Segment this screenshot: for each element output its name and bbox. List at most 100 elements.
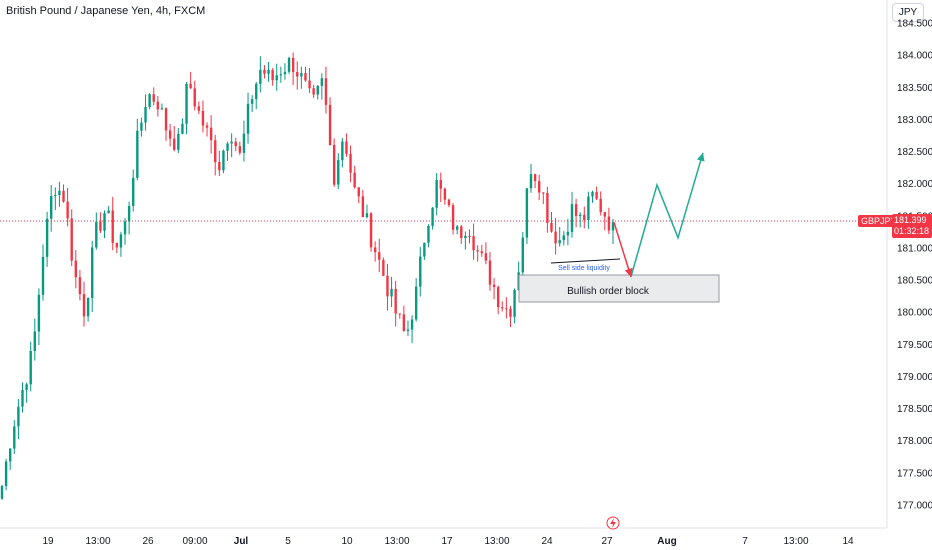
candle-body — [177, 133, 180, 150]
currency-button[interactable]: JPY — [892, 3, 924, 22]
candle — [218, 150, 221, 177]
candle-body — [4, 461, 8, 486]
candle-body — [562, 235, 565, 241]
candle — [410, 315, 414, 343]
candle-body — [205, 125, 209, 128]
candle-body — [509, 308, 512, 317]
candle — [25, 382, 28, 403]
candle — [78, 270, 82, 301]
candle — [222, 149, 225, 174]
candle — [332, 138, 336, 187]
candle — [17, 399, 20, 440]
candle-body — [287, 57, 291, 72]
candle-body — [451, 205, 455, 230]
candle-body — [361, 196, 365, 218]
candle-body — [259, 69, 262, 84]
candle — [529, 163, 533, 193]
candle-body — [521, 237, 524, 273]
candle — [345, 133, 348, 157]
candle — [480, 244, 483, 257]
candle-body — [296, 72, 299, 77]
y-tick-label: 180.500 — [897, 276, 932, 287]
candle — [611, 218, 615, 244]
candle — [148, 93, 151, 110]
candle — [373, 241, 377, 262]
candle — [386, 263, 389, 311]
rally-projection — [630, 152, 704, 278]
y-tick-label: 182.500 — [897, 147, 932, 158]
candle — [382, 257, 385, 276]
candle — [255, 81, 258, 110]
candle-body — [390, 288, 393, 297]
candle-body — [525, 188, 529, 238]
candle — [402, 305, 406, 332]
candle — [54, 187, 57, 211]
candle-body — [558, 240, 561, 244]
candle-body — [455, 226, 459, 230]
candle-body — [29, 351, 32, 385]
candle — [91, 240, 94, 312]
candle — [201, 100, 205, 133]
candle — [226, 141, 229, 161]
candle-body — [537, 181, 541, 193]
candle — [214, 134, 217, 176]
candle-body — [402, 314, 406, 331]
candle-body — [382, 259, 385, 276]
candle-body — [136, 130, 139, 178]
bar-countdown: 01:32:18 — [894, 226, 930, 236]
candle-body — [373, 247, 377, 253]
candle — [455, 224, 459, 235]
candle — [603, 212, 606, 231]
candle — [488, 251, 492, 291]
candle-body — [406, 329, 410, 331]
candle — [246, 92, 250, 144]
lightning-icon[interactable] — [606, 516, 620, 530]
candle — [595, 186, 598, 201]
candle-body — [50, 196, 53, 219]
candle-body — [439, 180, 442, 189]
candle-body — [234, 141, 237, 147]
candle-body — [37, 294, 41, 332]
candle-body — [578, 214, 582, 217]
candle — [132, 169, 135, 212]
candle — [291, 52, 295, 86]
candle-body — [550, 222, 553, 232]
candle — [164, 107, 168, 141]
candle — [328, 97, 332, 146]
candle-body — [156, 101, 160, 110]
candle-body — [492, 284, 496, 288]
candle-body — [496, 287, 500, 308]
candle-body — [279, 74, 283, 76]
candle — [468, 229, 471, 244]
candle-body — [242, 133, 246, 153]
last-price-box: 181.399 01:32:18 — [892, 214, 932, 238]
candle-body — [386, 275, 389, 297]
candle-body — [332, 144, 336, 185]
candle-body — [357, 187, 360, 197]
candle-body — [447, 199, 451, 206]
candle-body — [271, 69, 274, 81]
candle — [501, 301, 504, 312]
y-tick-label: 183.000 — [897, 115, 932, 126]
candle-body — [324, 78, 328, 105]
candle — [542, 192, 545, 205]
candle — [513, 288, 516, 324]
candle-body — [275, 75, 278, 81]
candle — [587, 191, 590, 229]
candle — [185, 82, 188, 135]
candle — [275, 63, 278, 91]
candle-body — [209, 127, 213, 141]
candle-body — [230, 141, 233, 144]
candle — [353, 165, 356, 189]
candle-body — [45, 218, 49, 257]
candle-body — [246, 103, 250, 134]
candle — [492, 278, 496, 300]
candle-body — [95, 221, 98, 248]
candle — [484, 242, 488, 265]
candle — [525, 188, 529, 244]
candle-body — [607, 216, 611, 231]
candle-body — [222, 150, 225, 171]
candle-body — [238, 146, 242, 153]
x-tick-label: 27 — [601, 536, 613, 547]
